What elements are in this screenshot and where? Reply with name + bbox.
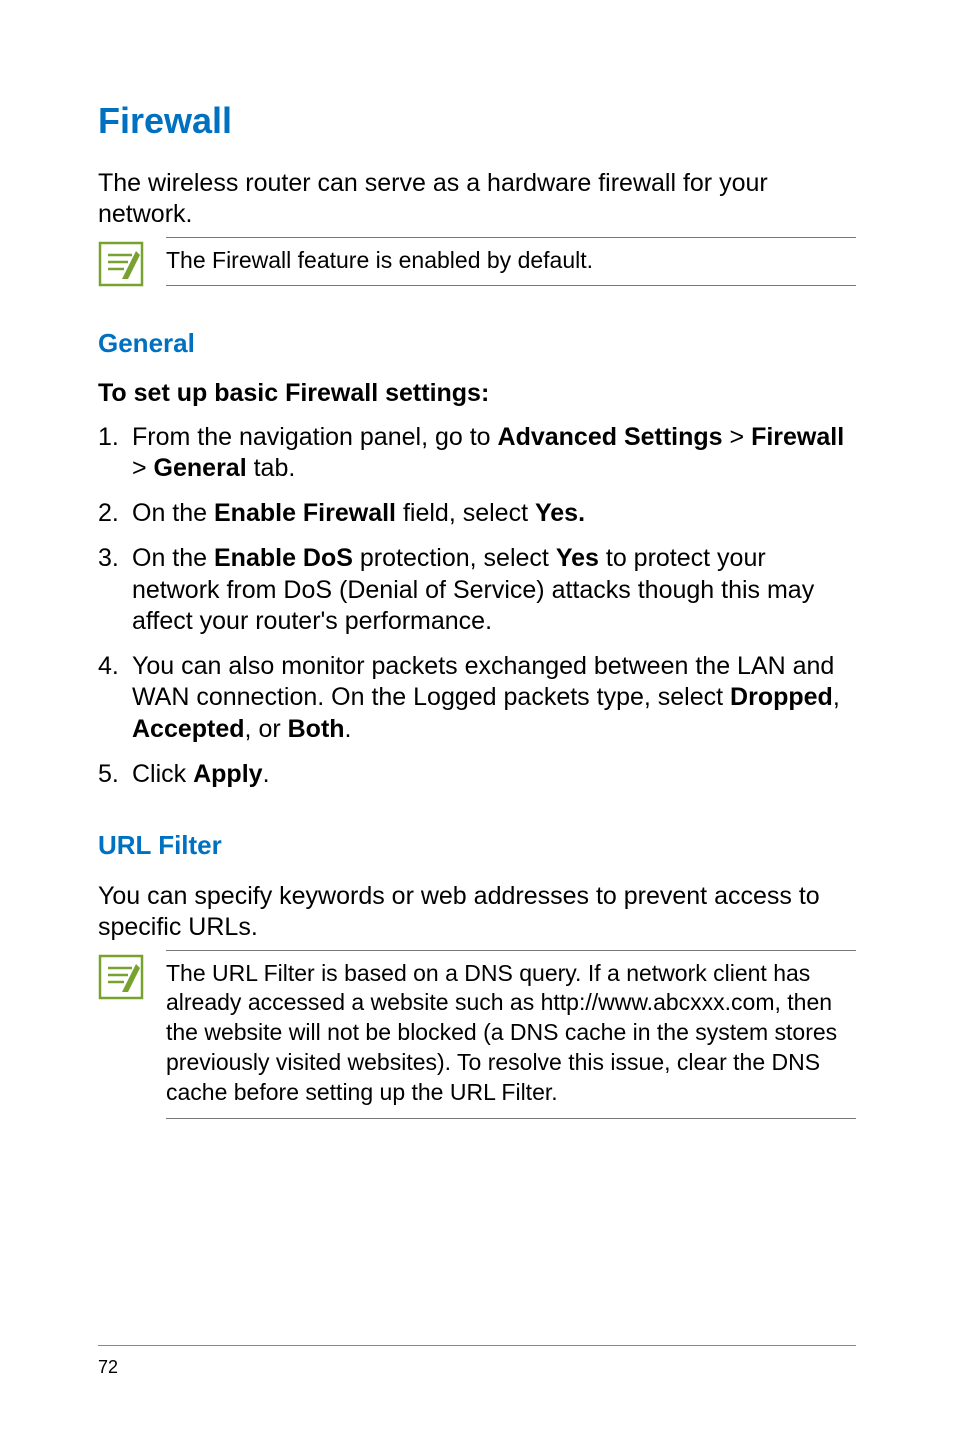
note-text: The URL Filter is based on a DNS query. … — [166, 950, 856, 1119]
note-row-urlfilter: The URL Filter is based on a DNS query. … — [98, 950, 856, 1119]
bold: Enable Firewall — [214, 499, 396, 527]
step-body: On the Enable DoS protection, select Yes… — [132, 543, 856, 637]
section-subheading-general: To set up basic Firewall settings: — [98, 379, 856, 408]
bold: Yes — [556, 544, 599, 572]
step-number: 5. — [98, 759, 132, 790]
text: On the — [132, 499, 214, 527]
note-icon — [98, 954, 144, 1005]
text: On the — [132, 544, 214, 572]
text: . — [345, 715, 352, 743]
general-steps-list: 1. From the navigation panel, go to Adva… — [98, 422, 856, 791]
text: From the navigation panel, go to — [132, 423, 498, 451]
bold: Accepted — [132, 715, 245, 743]
page-number: 72 — [98, 1357, 118, 1378]
step-body: On the Enable Firewall field, select Yes… — [132, 498, 856, 529]
text: field, select — [396, 499, 535, 527]
section-heading-general: General — [98, 328, 856, 359]
step-body: You can also monitor packets exchanged b… — [132, 651, 856, 745]
text: Click — [132, 760, 193, 788]
text: > — [132, 454, 154, 482]
note-icon — [98, 241, 144, 292]
bold: Firewall — [751, 423, 844, 451]
text: tab. — [247, 454, 296, 482]
step-number: 3. — [98, 543, 132, 637]
bold: Enable DoS — [214, 544, 353, 572]
urlfilter-intro: You can specify keywords or web addresse… — [98, 881, 856, 944]
section-heading-urlfilter: URL Filter — [98, 830, 856, 861]
step-body: From the navigation panel, go to Advance… — [132, 422, 856, 485]
step-2: 2. On the Enable Firewall field, select … — [98, 498, 856, 529]
step-number: 4. — [98, 651, 132, 745]
bold: Dropped — [730, 683, 833, 711]
intro-paragraph: The wireless router can serve as a hardw… — [98, 168, 856, 231]
note-row-firewall: The Firewall feature is enabled by defau… — [98, 237, 856, 292]
bold: Yes. — [535, 499, 585, 527]
text: , or — [245, 715, 288, 743]
bold: Advanced Settings — [498, 423, 723, 451]
step-5: 5. Click Apply. — [98, 759, 856, 790]
footer-rule — [98, 1345, 856, 1346]
step-number: 2. — [98, 498, 132, 529]
step-4: 4. You can also monitor packets exchange… — [98, 651, 856, 745]
text: , — [833, 683, 840, 711]
step-3: 3. On the Enable DoS protection, select … — [98, 543, 856, 637]
step-body: Click Apply. — [132, 759, 856, 790]
bold: Apply — [193, 760, 262, 788]
step-number: 1. — [98, 422, 132, 485]
text: protection, select — [353, 544, 556, 572]
text: . — [263, 760, 270, 788]
note-text: The Firewall feature is enabled by defau… — [166, 237, 856, 287]
text: > — [723, 423, 752, 451]
bold: General — [154, 454, 247, 482]
bold: Both — [288, 715, 345, 743]
step-1: 1. From the navigation panel, go to Adva… — [98, 422, 856, 485]
page-title: Firewall — [98, 100, 856, 142]
text: You can also monitor packets exchanged b… — [132, 652, 834, 711]
